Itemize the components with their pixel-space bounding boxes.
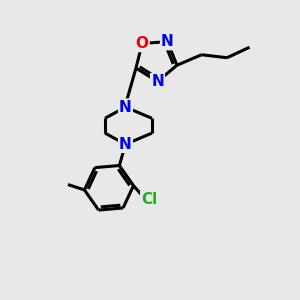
Text: O: O: [136, 36, 148, 51]
Text: N: N: [119, 100, 132, 115]
Text: N: N: [151, 74, 164, 89]
Text: N: N: [161, 34, 174, 49]
Text: Cl: Cl: [141, 192, 158, 207]
Text: N: N: [119, 137, 132, 152]
